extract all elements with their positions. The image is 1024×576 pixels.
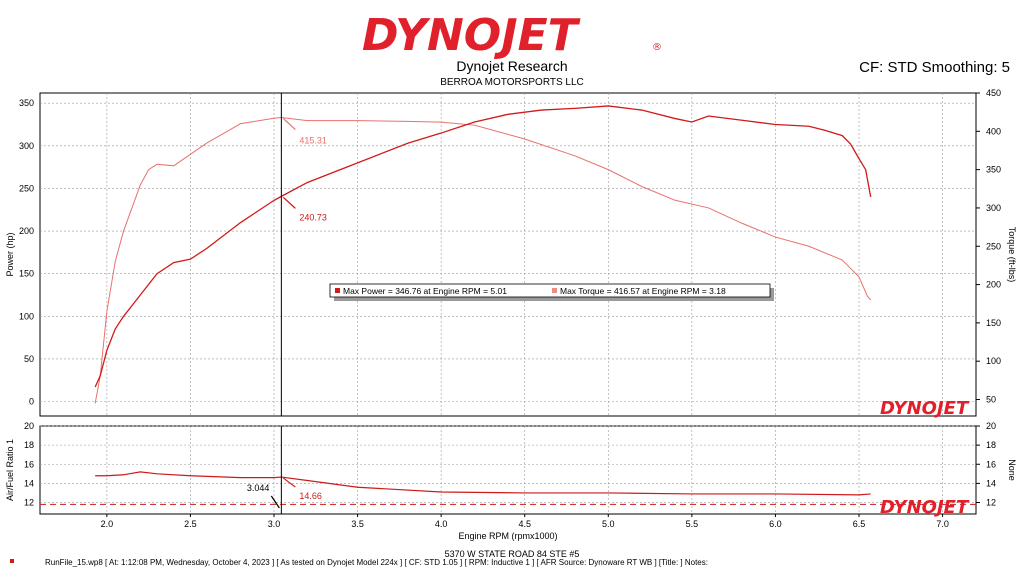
dynojet-logo: DYNOJET ® bbox=[362, 10, 662, 61]
y-right-tick-label: 450 bbox=[986, 88, 1001, 98]
cursor-label: 3.044 bbox=[247, 483, 270, 493]
torque-annotation-arrow bbox=[282, 118, 296, 130]
watermark-logo-bottom: DYNOJET bbox=[880, 497, 970, 518]
afr-y-axis-title: Air/Fuel Ratio 1 bbox=[5, 439, 15, 501]
y-right-tick-label: 350 bbox=[986, 165, 1001, 175]
power-series-line bbox=[94, 105, 872, 388]
shop-name: BERROA MOTORSPORTS LLC bbox=[440, 77, 584, 88]
y-tick-label: 100 bbox=[19, 311, 34, 321]
power-annotation: 240.73 bbox=[299, 212, 327, 222]
y-right-tick-label: 400 bbox=[986, 126, 1001, 136]
y-right-tick-label: 100 bbox=[986, 356, 1001, 366]
afr-y-right-tick-label: 18 bbox=[986, 440, 996, 450]
afr-y-tick-label: 16 bbox=[24, 459, 34, 469]
logo-text: DYNOJET bbox=[362, 10, 581, 61]
company-name: Dynojet Research bbox=[456, 58, 567, 74]
x-tick-label: 5.5 bbox=[686, 519, 699, 529]
footer-run-info: RunFile_15.wp8 [ At: 1:12:08 PM, Wednesd… bbox=[45, 558, 708, 567]
x-tick-label: 2.5 bbox=[184, 519, 197, 529]
afr-y-right-axis-title: None bbox=[1007, 459, 1017, 481]
y-tick-label: 0 bbox=[29, 397, 34, 407]
torque-annotation: 415.31 bbox=[299, 136, 327, 146]
cursor-label-arrow bbox=[270, 495, 280, 509]
legend-torque-swatch bbox=[552, 288, 557, 293]
afr-y-right-tick-label: 12 bbox=[986, 498, 996, 508]
afr-plot: 12 12 14 14 16 16 18 18 20 20 Air/Fuel Ratio 1 None… bbox=[5, 421, 1017, 541]
footer-address: 5370 W STATE ROAD 84 STE #5 bbox=[445, 549, 580, 559]
y-right-tick-label: 50 bbox=[986, 395, 996, 405]
y-right-tick-label: 300 bbox=[986, 203, 1001, 213]
afr-y-tick-label: 20 bbox=[24, 421, 34, 431]
legend-power-label: Max Power = 346.76 at Engine RPM = 5.01 bbox=[343, 286, 507, 296]
afr-y-tick-label: 18 bbox=[24, 440, 34, 450]
y-tick-label: 300 bbox=[19, 141, 34, 151]
legend-torque-label: Max Torque = 416.57 at Engine RPM = 3.18 bbox=[560, 286, 726, 296]
x-tick-label: 6.5 bbox=[853, 519, 866, 529]
afr-plot-frame bbox=[39, 425, 977, 515]
watermark-logo-top: DYNOJET bbox=[880, 398, 970, 419]
x-tick-label: 7.0 bbox=[936, 519, 949, 529]
afr-y-right-tick-label: 14 bbox=[986, 478, 996, 488]
y-right-tick-label: 250 bbox=[986, 241, 1001, 251]
y-tick-label: 350 bbox=[19, 98, 34, 108]
afr-annotation-arrow bbox=[282, 477, 296, 488]
footer-run-marker bbox=[10, 559, 14, 563]
legend-box bbox=[329, 283, 771, 298]
x-tick-label: 4.0 bbox=[435, 519, 448, 529]
x-tick-label: 2.0 bbox=[101, 519, 114, 529]
y-tick-label: 250 bbox=[19, 183, 34, 193]
y-axis-title: Power (hp) bbox=[5, 232, 15, 276]
x-tick-label: 6.0 bbox=[769, 519, 782, 529]
legend-power-swatch bbox=[335, 288, 340, 293]
x-axis-title: Engine RPM (rpmx1000) bbox=[458, 531, 557, 541]
afr-y-right-tick-label: 20 bbox=[986, 421, 996, 431]
y-tick-label: 200 bbox=[19, 226, 34, 236]
afr-annotation: 14.66 bbox=[299, 491, 322, 501]
x-tick-label: 3.0 bbox=[268, 519, 281, 529]
afr-y-tick-label: 14 bbox=[24, 478, 34, 488]
afr-series-line bbox=[95, 471, 871, 496]
power-torque-plot: 0 50 100 150 200 250 300 350 50 100 150 200 250 300 35… bbox=[5, 88, 1017, 417]
afr-y-right-tick-label: 16 bbox=[986, 459, 996, 469]
x-tick-label: 3.5 bbox=[351, 519, 364, 529]
svg-text:®: ® bbox=[652, 42, 662, 53]
y-right-axis-title: Torque (ft-lbs) bbox=[1007, 227, 1017, 283]
torque-series-line bbox=[94, 117, 872, 404]
afr-y-tick-label: 12 bbox=[24, 498, 34, 508]
y-tick-label: 150 bbox=[19, 269, 34, 279]
cf-smoothing: CF: STD Smoothing: 5 bbox=[859, 59, 1010, 76]
power-annotation-arrow bbox=[282, 196, 296, 209]
x-tick-label: 5.0 bbox=[602, 519, 615, 529]
x-tick-label: 4.5 bbox=[518, 519, 531, 529]
plot-frame bbox=[39, 92, 977, 417]
y-right-tick-label: 200 bbox=[986, 280, 1001, 290]
y-right-tick-label: 150 bbox=[986, 318, 1001, 328]
y-tick-label: 50 bbox=[24, 354, 34, 364]
